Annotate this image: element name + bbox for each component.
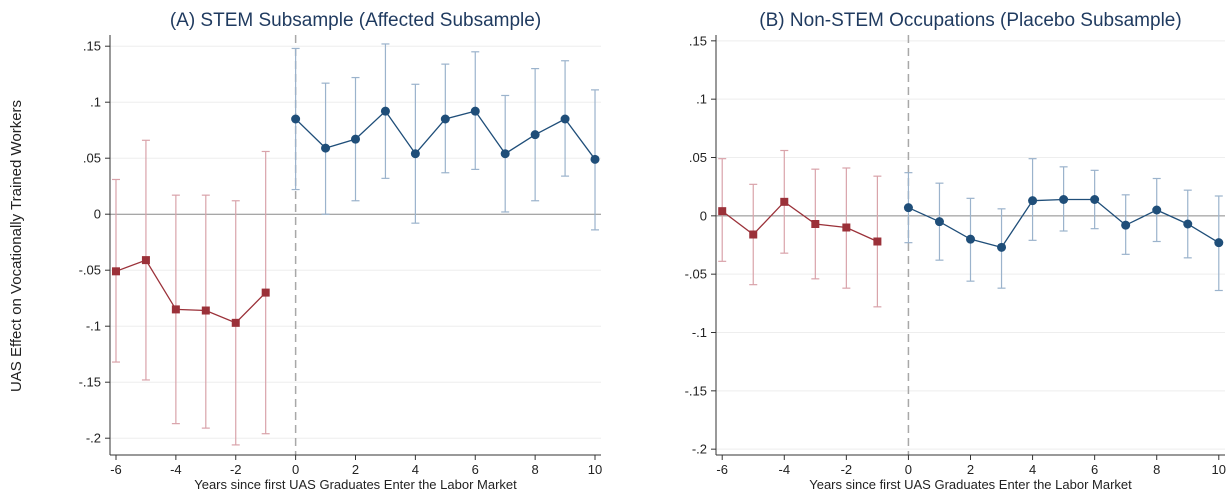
x-tick-label: 4 xyxy=(412,462,419,477)
y-tick-label: -.1 xyxy=(86,319,101,334)
x-tick-label: 2 xyxy=(967,462,974,477)
data-point xyxy=(440,114,450,124)
data-point xyxy=(997,242,1007,252)
data-point xyxy=(171,305,180,314)
data-point xyxy=(1214,238,1224,248)
y-tick-label: 0 xyxy=(700,208,707,223)
data-point xyxy=(141,256,150,265)
chart-panel-a: (A) STEM Subsample (Affected Subsample).… xyxy=(79,10,603,492)
figure-y-axis-label: UAS Effect on Vocationally Trained Worke… xyxy=(8,100,25,392)
data-point xyxy=(1059,195,1069,204)
x-tick-label: -6 xyxy=(716,462,728,477)
x-tick-label: 6 xyxy=(1091,462,1098,477)
data-point xyxy=(261,288,270,297)
x-tick-label: 8 xyxy=(532,462,539,477)
series-line xyxy=(115,259,267,324)
post-period-series xyxy=(291,43,600,231)
pre-period-series xyxy=(718,149,882,308)
series-line xyxy=(721,200,878,243)
x-tick-label: 2 xyxy=(352,462,359,477)
data-point xyxy=(1121,220,1131,230)
x-axis-label: Years since first UAS Graduates Enter th… xyxy=(194,477,517,492)
y-tick-label: -.1 xyxy=(692,325,707,340)
y-tick-label: .1 xyxy=(696,92,707,107)
x-tick-label: 10 xyxy=(588,462,602,477)
data-point xyxy=(231,318,240,327)
x-tick-label: -6 xyxy=(110,462,122,477)
data-point xyxy=(903,203,913,213)
data-point xyxy=(811,220,820,228)
data-point xyxy=(1028,196,1038,206)
y-tick-label: -.05 xyxy=(685,267,707,282)
data-point xyxy=(201,306,210,315)
data-point xyxy=(780,197,789,206)
data-point xyxy=(560,114,570,124)
data-point xyxy=(842,223,851,232)
x-tick-label: 4 xyxy=(1029,462,1036,477)
x-axis-label: Years since first UAS Graduates Enter th… xyxy=(809,477,1132,492)
post-period-series xyxy=(903,158,1224,292)
chart-title: (B) Non-STEM Occupations (Placebo Subsam… xyxy=(759,10,1181,31)
data-point xyxy=(111,267,120,276)
data-point xyxy=(749,230,758,239)
pre-period-series xyxy=(111,139,270,446)
y-tick-label: .1 xyxy=(90,95,101,110)
y-tick-label: -.15 xyxy=(685,383,707,398)
y-tick-label: .15 xyxy=(83,39,101,54)
x-tick-label: 6 xyxy=(472,462,479,477)
x-tick-label: -4 xyxy=(778,462,790,477)
x-tick-label: -2 xyxy=(230,462,242,477)
y-tick-label: 0 xyxy=(94,207,101,222)
y-tick-label: .05 xyxy=(83,151,101,166)
y-tick-label: .15 xyxy=(689,33,707,48)
x-tick-label: -2 xyxy=(841,462,853,477)
data-point xyxy=(1183,219,1193,229)
x-tick-label: 10 xyxy=(1212,462,1226,477)
data-point xyxy=(934,217,944,227)
data-point xyxy=(873,237,882,246)
chart-panel-b: (B) Non-STEM Occupations (Placebo Subsam… xyxy=(685,10,1226,492)
x-tick-label: -4 xyxy=(170,462,182,477)
data-point xyxy=(291,114,301,124)
data-point xyxy=(380,106,390,116)
y-tick-label: -.2 xyxy=(86,431,101,446)
x-tick-label: 0 xyxy=(905,462,912,477)
chart-title: (A) STEM Subsample (Affected Subsample) xyxy=(170,10,541,31)
x-tick-label: 8 xyxy=(1153,462,1160,477)
y-tick-label: -.2 xyxy=(692,442,707,457)
data-point xyxy=(410,149,420,159)
data-point xyxy=(718,207,727,216)
data-point xyxy=(530,130,540,140)
data-point xyxy=(321,143,331,153)
data-point xyxy=(1152,205,1162,215)
data-point xyxy=(470,106,480,116)
data-point xyxy=(351,134,360,144)
data-point xyxy=(1090,195,1100,204)
data-point xyxy=(966,234,975,244)
x-tick-label: 0 xyxy=(292,462,299,477)
y-tick-label: -.05 xyxy=(79,263,101,278)
data-point xyxy=(500,149,510,159)
data-point xyxy=(590,154,600,164)
y-tick-label: -.15 xyxy=(79,375,101,390)
y-tick-label: .05 xyxy=(689,150,707,165)
